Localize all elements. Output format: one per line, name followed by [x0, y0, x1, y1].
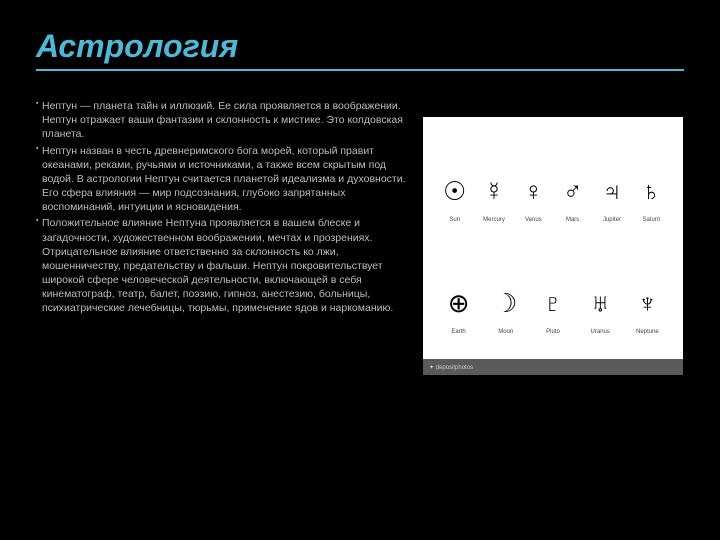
paragraph: Положительное влияние Нептуна проявляетс…	[36, 216, 406, 315]
mars-icon: ♂	[563, 173, 583, 209]
paragraph: Нептун назван в честь древнеримского бог…	[36, 144, 406, 215]
neptune-icon: ♆	[638, 285, 658, 321]
title-underline	[36, 69, 684, 71]
jupiter-icon: ♃	[602, 173, 622, 209]
symbol-label: Moon	[498, 329, 513, 335]
symbol-mercury: ☿ Mercury	[474, 173, 513, 223]
symbol-label: Earth	[451, 329, 465, 335]
earth-icon: ⊕	[448, 285, 470, 321]
symbol-pluto: ♇ Pluto	[529, 285, 576, 335]
slide-title: Астрология	[36, 28, 684, 65]
symbol-sun: ☉ Sun	[435, 173, 474, 223]
content-row: Нептун — планета тайн и иллюзий. Ее сила…	[36, 99, 684, 375]
symbol-venus: ♀ Venus	[514, 173, 553, 223]
pluto-icon: ♇	[543, 285, 563, 321]
symbol-jupiter: ♃ Jupiter	[592, 173, 631, 223]
symbol-label: Mars	[566, 217, 579, 223]
slide: Астрология Нептун — планета тайн и иллюз…	[0, 0, 720, 540]
text-column: Нептун — планета тайн и иллюзий. Ее сила…	[36, 99, 406, 375]
symbol-label: Mercury	[483, 217, 505, 223]
uranus-icon: ♅	[590, 285, 610, 321]
mercury-icon: ☿	[484, 173, 504, 209]
symbol-label: Pluto	[546, 329, 560, 335]
image-watermark-bar: depositphotos	[423, 359, 683, 375]
moon-icon: ☽	[494, 285, 517, 321]
sun-icon: ☉	[443, 173, 466, 209]
image-column: ☉ Sun ☿ Mercury ♀ Venus ♂ Mars	[422, 99, 684, 375]
symbol-saturn: ♄ Saturn	[632, 173, 671, 223]
symbol-earth: ⊕ Earth	[435, 285, 482, 335]
paragraph: Нептун — планета тайн и иллюзий. Ее сила…	[36, 99, 406, 142]
symbols-row-2: ⊕ Earth ☽ Moon ♇ Pluto ♅ Uranus	[435, 245, 671, 335]
watermark-logo: depositphotos	[429, 364, 473, 371]
symbol-label: Jupiter	[603, 217, 621, 223]
planet-symbols-card: ☉ Sun ☿ Mercury ♀ Venus ♂ Mars	[423, 117, 683, 375]
symbol-uranus: ♅ Uranus	[577, 285, 624, 335]
symbols-row-1: ☉ Sun ☿ Mercury ♀ Venus ♂ Mars	[435, 133, 671, 223]
symbol-label: Uranus	[591, 329, 610, 335]
symbol-label: Venus	[525, 217, 542, 223]
saturn-icon: ♄	[642, 173, 662, 209]
symbol-label: Neptune	[636, 329, 659, 335]
symbol-neptune: ♆ Neptune	[624, 285, 671, 335]
symbol-mars: ♂ Mars	[553, 173, 592, 223]
symbol-label: Sun	[449, 217, 460, 223]
symbol-moon: ☽ Moon	[482, 285, 529, 335]
symbol-label: Saturn	[642, 217, 660, 223]
venus-icon: ♀	[524, 173, 544, 209]
